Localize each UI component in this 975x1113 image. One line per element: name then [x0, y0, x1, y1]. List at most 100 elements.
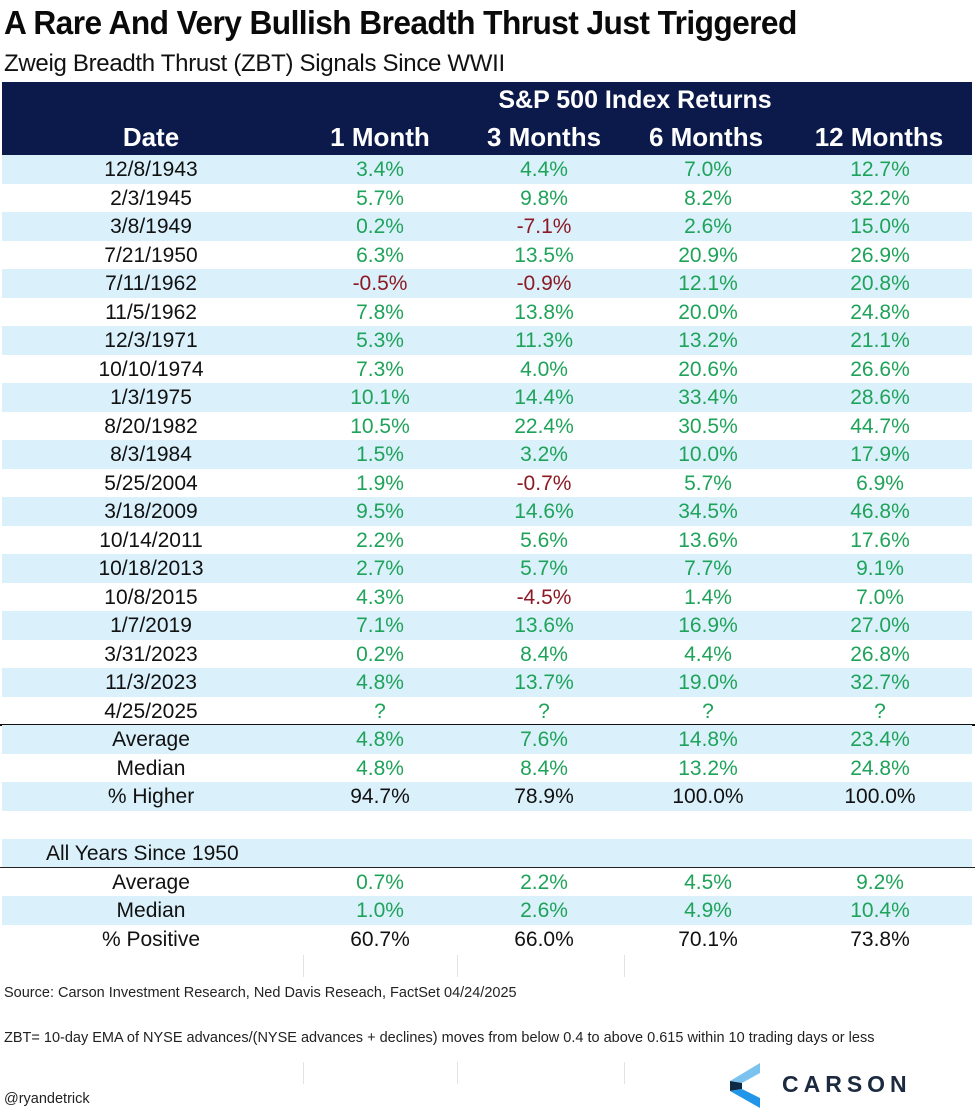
- row-label: 12/8/1943: [104, 158, 198, 181]
- table-row: 10/18/2013 2.7% 5.7% 7.7% 9.1%: [2, 554, 972, 583]
- row-label: 11/3/2023: [105, 671, 197, 694]
- table-row: 1/7/2019 7.1% 13.6% 16.9% 27.0%: [2, 611, 972, 640]
- value-cell: 7.8%: [356, 300, 404, 324]
- value-cell: 13.7%: [514, 671, 574, 694]
- value-cell: 4.8%: [356, 756, 404, 780]
- baseline-title: All Years Since 1950: [46, 842, 239, 865]
- value-cell: 0.2%: [356, 642, 404, 666]
- table-row: 11/3/2023 4.8% 13.7% 19.0% 32.7%: [2, 668, 972, 697]
- value-cell: 60.7%: [350, 927, 410, 951]
- row-label: Median: [116, 756, 186, 780]
- value-cell: 2.6%: [520, 899, 568, 922]
- value-cell: 33.4%: [678, 386, 738, 409]
- table-row: 12/3/1971 5.3% 11.3% 13.2% 21.1%: [2, 326, 972, 355]
- value-cell: 100.0%: [672, 785, 744, 808]
- value-cell: 5.7%: [684, 471, 732, 495]
- value-cell: 17.6%: [850, 528, 910, 552]
- row-label: 7/11/1962: [105, 272, 197, 295]
- row-label: % Higher: [107, 785, 195, 808]
- column-header-1-month: 1 Month: [330, 122, 430, 152]
- value-cell: 26.9%: [850, 243, 910, 267]
- table-row: 8/3/1984 1.5% 3.2% 10.0% 17.9%: [2, 440, 972, 469]
- baseline-row: Average 0.7% 2.2% 4.5% 9.2%: [2, 868, 972, 897]
- grid-line: [303, 955, 304, 977]
- value-cell: 4.4%: [684, 642, 732, 666]
- value-cell: 46.8%: [850, 500, 910, 523]
- value-cell: 13.5%: [514, 243, 574, 267]
- table-row: 10/10/1974 7.3% 4.0% 20.6% 26.6%: [2, 355, 972, 384]
- value-cell: 5.7%: [356, 186, 404, 210]
- group-header: S&P 500 Index Returns: [498, 86, 772, 114]
- value-cell: 32.7%: [850, 671, 910, 694]
- summary-row: Average 4.8% 7.6% 14.8% 23.4%: [2, 725, 972, 754]
- table-row: 7/21/1950 6.3% 13.5% 20.9% 26.9%: [2, 241, 972, 270]
- value-cell: 3.4%: [356, 158, 404, 181]
- value-cell: 9.2%: [856, 870, 904, 894]
- value-cell: 4.5%: [684, 870, 732, 894]
- value-cell: 13.2%: [678, 329, 738, 352]
- value-cell: 3.2%: [520, 443, 568, 466]
- row-label: 1/7/2019: [110, 614, 192, 637]
- grid-line: [303, 1062, 304, 1084]
- carson-logo-text: CARSON: [782, 1071, 912, 1097]
- row-label: 3/18/2009: [104, 500, 198, 523]
- value-cell: 5.3%: [356, 329, 404, 352]
- value-cell: 22.4%: [514, 414, 574, 438]
- chart-title: A Rare And Very Bullish Breadth Thrust J…: [4, 4, 797, 41]
- value-cell: 15.0%: [850, 215, 910, 238]
- value-cell: 2.6%: [684, 215, 732, 238]
- value-cell: 28.6%: [850, 386, 910, 409]
- grid-line: [624, 955, 625, 977]
- value-cell: 8.4%: [520, 756, 568, 780]
- value-cell: ?: [874, 699, 886, 723]
- row-label: 5/25/2004: [104, 471, 198, 495]
- row-label: 10/18/2013: [98, 557, 204, 580]
- grid-line: [457, 955, 458, 977]
- source-note: Source: Carson Investment Research, Ned …: [4, 985, 517, 1001]
- value-cell: ?: [374, 699, 386, 723]
- value-cell: 23.4%: [850, 728, 910, 751]
- value-cell: 1.0%: [356, 899, 404, 922]
- value-cell: -0.9%: [516, 272, 572, 295]
- value-cell: -0.5%: [352, 272, 408, 295]
- table-row: 1/3/1975 10.1% 14.4% 33.4% 28.6%: [2, 383, 972, 412]
- row-label: 11/5/1962: [105, 300, 197, 324]
- zbt-definition: ZBT= 10-day EMA of NYSE advances/(NYSE a…: [4, 1030, 875, 1046]
- chart-subtitle: Zweig Breadth Thrust (ZBT) Signals Since…: [4, 50, 505, 77]
- value-cell: 7.6%: [520, 728, 568, 751]
- value-cell: 16.9%: [678, 614, 738, 637]
- column-header-date: Date: [122, 122, 180, 152]
- value-cell: ?: [702, 699, 714, 723]
- value-cell: 12.1%: [678, 272, 738, 295]
- baseline-row: Median 1.0% 2.6% 4.9% 10.4%: [2, 896, 972, 925]
- value-cell: 7.3%: [356, 357, 404, 381]
- value-cell: 8.2%: [684, 186, 732, 210]
- table-row: 3/31/2023 0.2% 8.4% 4.4% 26.8%: [2, 640, 972, 669]
- column-header-12-months: 12 Months: [814, 122, 944, 152]
- column-header-3-months: 3 Months: [486, 122, 602, 152]
- value-cell: 4.8%: [356, 671, 404, 694]
- value-cell: 7.7%: [684, 557, 732, 580]
- value-cell: 4.4%: [520, 158, 568, 181]
- value-cell: 9.8%: [520, 186, 568, 210]
- column-header-6-months: 6 Months: [648, 122, 764, 152]
- value-cell: 12.7%: [850, 158, 910, 181]
- value-cell: 13.6%: [514, 614, 574, 637]
- table-row: 12/8/1943 3.4% 4.4% 7.0% 12.7%: [2, 155, 972, 184]
- value-cell: 14.8%: [678, 728, 738, 751]
- row-label: 12/3/1971: [104, 329, 198, 352]
- value-cell: 7.0%: [684, 158, 732, 181]
- value-cell: 73.8%: [850, 927, 910, 951]
- table-row: 11/5/1962 7.8% 13.8% 20.0% 24.8%: [2, 298, 972, 327]
- row-label: % Positive: [101, 927, 201, 951]
- row-label: Average: [112, 728, 190, 751]
- row-label: 7/21/1950: [104, 243, 198, 267]
- value-cell: 44.7%: [850, 414, 910, 438]
- table-row: 7/11/1962 -0.5% -0.9% 12.1% 20.8%: [2, 269, 972, 298]
- table-row: 2/3/1945 5.7% 9.8% 8.2% 32.2%: [2, 184, 972, 213]
- table-row: 10/14/2011 2.2% 5.6% 13.6% 17.6%: [2, 526, 972, 555]
- value-cell: 2.7%: [356, 557, 404, 580]
- value-cell: 4.3%: [356, 585, 404, 609]
- summary-row: % Higher 94.7% 78.9% 100.0% 100.0%: [2, 782, 972, 811]
- value-cell: 94.7%: [350, 785, 410, 808]
